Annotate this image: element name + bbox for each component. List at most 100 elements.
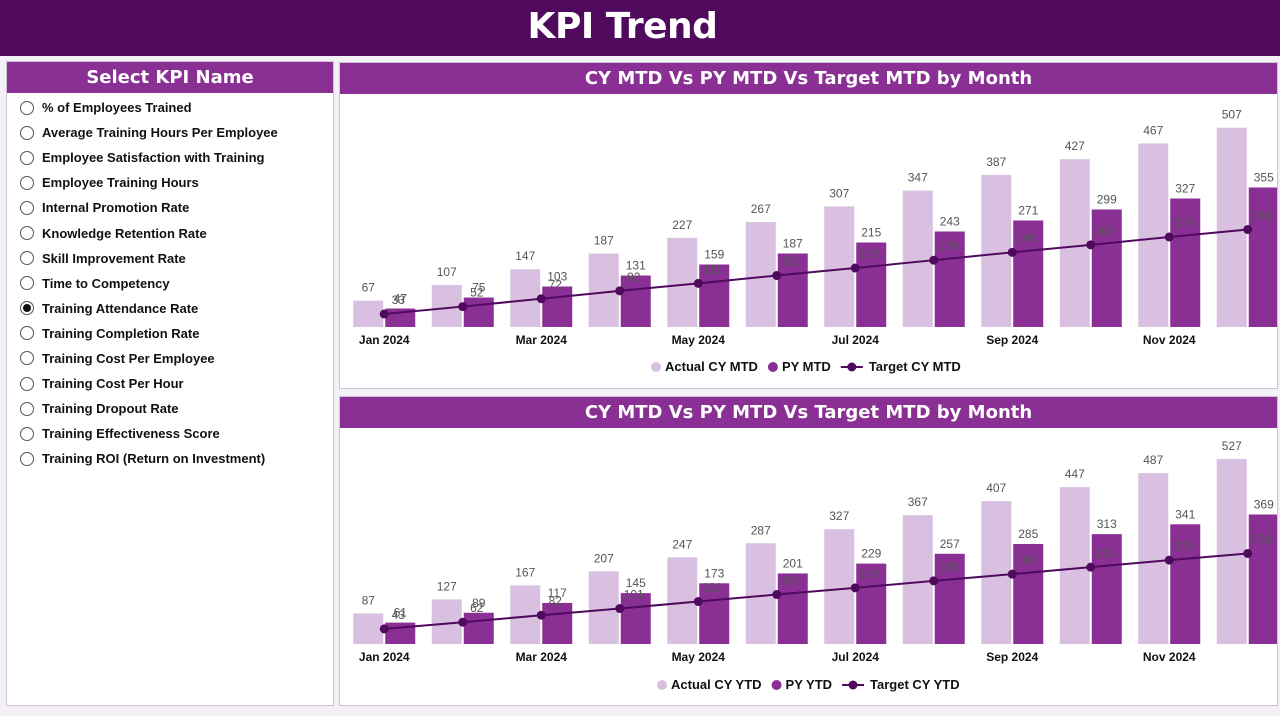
slicer-item[interactable]: Time to Competency [7, 271, 333, 296]
target-point [1243, 548, 1253, 558]
radio-unchecked-icon[interactable] [20, 326, 34, 341]
target-point [1243, 225, 1253, 235]
chart-title: CY MTD Vs PY MTD Vs Target MTD by Month [340, 63, 1277, 94]
bar-actual [353, 300, 384, 327]
radio-unchecked-icon[interactable] [20, 276, 34, 291]
data-label-actual: 447 [1065, 467, 1085, 481]
bar-actual [824, 529, 855, 644]
target-point [850, 263, 860, 273]
bar-py [856, 242, 887, 327]
bar-py [699, 583, 730, 644]
radio-unchecked-icon[interactable] [20, 426, 34, 441]
slicer-item[interactable]: Training Cost Per Hour [7, 371, 333, 396]
chart-title: CY MTD Vs PY MTD Vs Target MTD by Month [340, 397, 1277, 428]
chart-panel-mtd: CY MTD Vs PY MTD Vs Target MTD by Month … [339, 62, 1278, 389]
data-label-actual: 307 [829, 186, 849, 200]
data-label-py: 369 [1254, 497, 1274, 511]
data-label-actual: 347 [908, 171, 928, 185]
data-label-target: 239 [1173, 539, 1193, 553]
data-label-py: 327 [1175, 181, 1195, 195]
target-point [772, 271, 782, 281]
data-label-target: 33 [392, 293, 406, 307]
target-point [929, 255, 939, 265]
bar-py [856, 563, 887, 644]
slicer-item-label: Skill Improvement Rate [42, 250, 186, 266]
data-label-target: 82 [549, 594, 563, 608]
data-label-target: 141 [781, 574, 801, 588]
data-label-actual: 287 [751, 523, 771, 537]
radio-unchecked-icon[interactable] [20, 200, 34, 215]
slicer-item-label: Knowledge Retention Rate [42, 225, 207, 241]
slicer-item[interactable]: % of Employees Trained [7, 95, 333, 120]
slicer-item[interactable]: Training Cost Per Employee [7, 346, 333, 371]
data-label-py: 173 [704, 566, 724, 580]
data-label-target: 150 [859, 247, 879, 261]
bar-py [1091, 209, 1122, 327]
slicer-item[interactable]: Skill Improvement Rate [7, 246, 333, 271]
slicer-item[interactable]: Knowledge Retention Rate [7, 220, 333, 245]
slicer-item[interactable]: Average Training Hours Per Employee [7, 120, 333, 145]
radio-checked-icon[interactable] [20, 301, 34, 316]
legend-marker-icon [767, 362, 778, 372]
slicer-item[interactable]: Employee Satisfaction with Training [7, 145, 333, 170]
slicer-item-label: Time to Competency [42, 275, 170, 291]
slicer-item-label: % of Employees Trained [42, 100, 192, 116]
radio-unchecked-icon[interactable] [20, 100, 34, 115]
bar-actual [824, 206, 855, 327]
data-label-py: 243 [940, 215, 960, 229]
target-point [1007, 247, 1017, 257]
slicer-item[interactable]: Training Attendance Rate [7, 296, 333, 321]
slicer-item[interactable]: Training Completion Rate [7, 321, 333, 346]
data-label-target: 219 [1095, 546, 1115, 560]
radio-unchecked-icon[interactable] [20, 401, 34, 416]
data-label-py: 257 [940, 537, 960, 551]
radio-unchecked-icon[interactable] [20, 376, 34, 391]
radio-unchecked-icon[interactable] [20, 125, 34, 140]
slicer-item[interactable]: Internal Promotion Rate [7, 195, 333, 220]
radio-unchecked-icon[interactable] [20, 351, 34, 366]
x-tick-label: Sep 2024 [986, 650, 1038, 664]
bar-actual [745, 222, 776, 327]
data-label-actual: 527 [1222, 439, 1242, 453]
slicer-item[interactable]: Training Dropout Rate [7, 396, 333, 421]
data-label-actual: 267 [751, 202, 771, 216]
bar-actual [1216, 127, 1247, 328]
radio-unchecked-icon[interactable] [20, 226, 34, 241]
radio-unchecked-icon[interactable] [20, 150, 34, 165]
bar-py [1170, 524, 1201, 644]
bar-actual [1059, 159, 1090, 327]
data-label-actual: 227 [672, 218, 692, 232]
data-label-actual: 147 [515, 249, 535, 263]
radio-unchecked-icon[interactable] [20, 451, 34, 466]
bar-py [620, 275, 651, 327]
data-label-target: 160 [859, 567, 879, 581]
data-label-py: 131 [626, 259, 646, 273]
radio-unchecked-icon[interactable] [20, 251, 34, 266]
slicer-item[interactable]: Employee Training Hours [7, 170, 333, 195]
slicer-item-label: Training Completion Rate [42, 325, 200, 341]
radio-unchecked-icon[interactable] [20, 175, 34, 190]
target-point [458, 302, 468, 312]
target-point [850, 583, 860, 593]
slicer-item-label: Average Training Hours Per Employee [42, 125, 278, 141]
target-point [929, 576, 939, 586]
legend-marker-icon [771, 680, 782, 690]
data-label-actual: 327 [829, 509, 849, 523]
data-label-py: 159 [704, 248, 724, 262]
page-title: KPI Trend [527, 6, 718, 47]
bar-actual [981, 501, 1012, 644]
data-label-py: 355 [1254, 170, 1274, 184]
slicer-item[interactable]: Training ROI (Return on Investment) [7, 446, 333, 471]
data-label-actual: 367 [908, 495, 928, 509]
target-point [458, 617, 468, 627]
slicer-item[interactable]: Training Effectiveness Score [7, 421, 333, 446]
x-tick-label: Nov 2024 [1143, 650, 1196, 664]
bar-py [1248, 514, 1277, 644]
x-tick-label: Nov 2024 [1143, 333, 1196, 347]
data-label-target: 62 [470, 601, 484, 615]
target-point [379, 624, 389, 634]
target-point [693, 278, 703, 288]
data-label-actual: 87 [362, 593, 376, 607]
bar-py [1013, 543, 1044, 644]
data-label-py: 117 [548, 586, 567, 600]
